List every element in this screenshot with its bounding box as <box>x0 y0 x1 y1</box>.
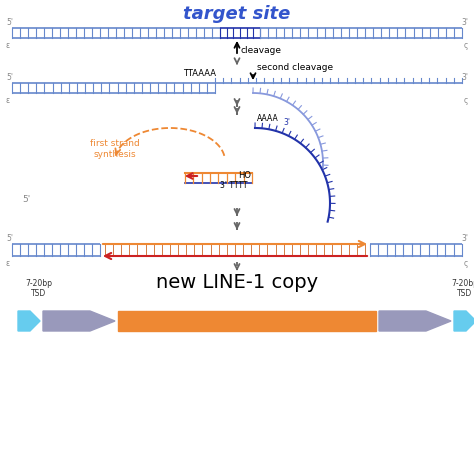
Text: ς: ς <box>464 41 468 50</box>
Text: ς: ς <box>464 96 468 105</box>
Text: 7-20bp
TSD: 7-20bp TSD <box>452 278 474 298</box>
FancyArrow shape <box>18 311 40 331</box>
Text: AAAA: AAAA <box>257 114 279 123</box>
Text: 3': 3' <box>283 118 290 127</box>
Text: 5': 5' <box>6 73 13 82</box>
Text: HO: HO <box>238 170 251 179</box>
Text: cleavage: cleavage <box>241 46 282 55</box>
Text: ε: ε <box>6 41 10 50</box>
FancyArrow shape <box>379 311 451 331</box>
Text: ε: ε <box>6 96 10 105</box>
Text: 3' TTTT: 3' TTTT <box>220 180 248 189</box>
Text: 7-20bp
TSD: 7-20bp TSD <box>26 278 53 298</box>
FancyArrow shape <box>43 311 115 331</box>
Text: first strand
synthesis: first strand synthesis <box>90 139 140 159</box>
Text: 5': 5' <box>6 234 13 242</box>
Text: new LINE-1 copy: new LINE-1 copy <box>156 272 318 291</box>
Text: ς: ς <box>464 258 468 268</box>
Text: target site: target site <box>183 5 291 23</box>
FancyArrow shape <box>454 311 474 331</box>
Text: 5': 5' <box>6 18 13 27</box>
Text: ε: ε <box>6 258 10 268</box>
Text: 3': 3' <box>461 18 468 27</box>
Text: 3': 3' <box>461 234 468 242</box>
Text: second cleavage: second cleavage <box>257 63 333 72</box>
Text: 3': 3' <box>461 73 468 82</box>
Text: 5': 5' <box>22 195 30 204</box>
Text: TTAAAA: TTAAAA <box>183 69 217 78</box>
Bar <box>118 311 376 331</box>
